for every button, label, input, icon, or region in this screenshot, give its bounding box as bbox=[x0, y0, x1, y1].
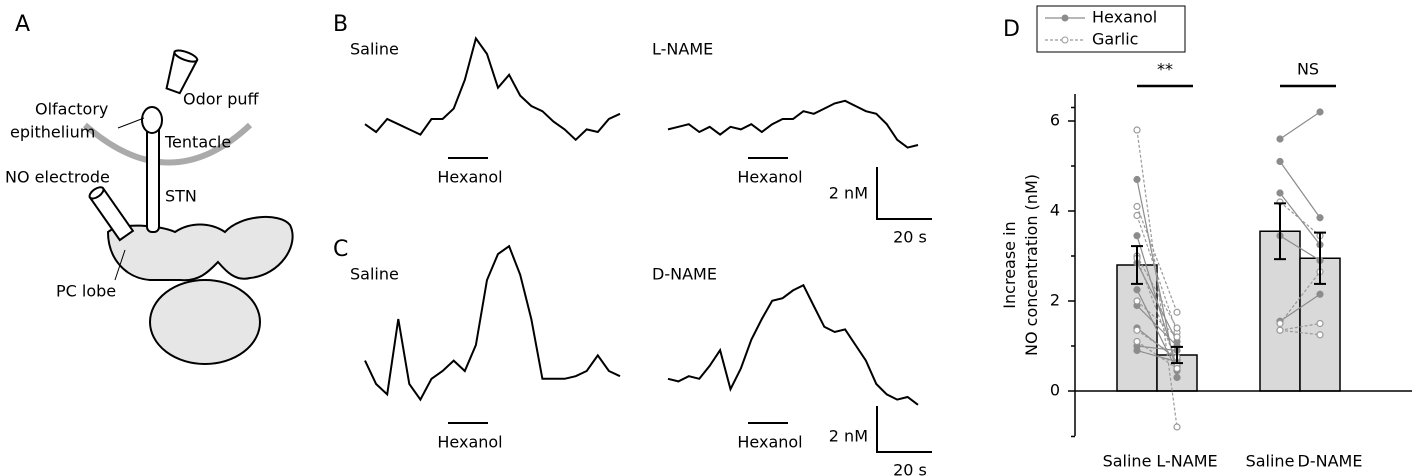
point bbox=[1174, 325, 1180, 331]
label: Odor puff bbox=[183, 90, 260, 109]
label: Olfactory bbox=[35, 100, 108, 119]
point bbox=[1134, 204, 1140, 210]
epithelium bbox=[142, 107, 162, 133]
point bbox=[1174, 375, 1180, 381]
trace bbox=[365, 246, 620, 399]
pair-line bbox=[1280, 112, 1320, 139]
trace bbox=[668, 285, 918, 405]
x-tick-label: Saline bbox=[1246, 452, 1295, 471]
stimulus-label: Hexanol bbox=[437, 433, 502, 452]
y-axis-label-line: Increase in bbox=[1000, 221, 1019, 308]
point bbox=[1134, 298, 1140, 304]
point bbox=[1317, 109, 1323, 115]
point bbox=[1317, 332, 1323, 338]
diagram: A Olfactory epithelium Odor puff Tentacl… bbox=[5, 12, 293, 364]
point bbox=[1174, 366, 1180, 372]
brain bbox=[108, 217, 293, 280]
point bbox=[1174, 334, 1180, 340]
y-tick-label: 6 bbox=[1050, 111, 1060, 130]
legend-label: Garlic bbox=[1092, 30, 1138, 49]
significance-label: NS bbox=[1297, 60, 1319, 79]
figure: A Olfactory epithelium Odor puff Tentacl… bbox=[0, 0, 1424, 476]
point bbox=[1134, 287, 1140, 293]
point bbox=[1277, 327, 1283, 333]
panel-label: A bbox=[15, 12, 30, 37]
y-tick-label: 2 bbox=[1050, 291, 1060, 310]
legend-label: Hexanol bbox=[1092, 8, 1157, 27]
panel-label: D bbox=[1003, 17, 1020, 42]
y-tick-label: 0 bbox=[1050, 381, 1060, 400]
legend-marker bbox=[1062, 15, 1068, 21]
stimulus-label: Hexanol bbox=[737, 168, 802, 187]
point bbox=[1317, 291, 1323, 297]
y-tick-label: 4 bbox=[1050, 201, 1060, 220]
trace bbox=[365, 38, 620, 139]
condition-label: Saline bbox=[350, 40, 399, 59]
condition-label: L-NAME bbox=[652, 40, 713, 59]
pointer bbox=[118, 118, 144, 128]
scale-y-label: 2 nM bbox=[829, 427, 868, 446]
label: STN bbox=[165, 187, 197, 206]
condition-label: D-NAME bbox=[652, 265, 717, 284]
trace bbox=[668, 101, 918, 148]
point bbox=[1277, 321, 1283, 327]
stimulus-label: Hexanol bbox=[737, 433, 802, 452]
lower-lobe bbox=[150, 280, 260, 364]
label: epithelium bbox=[10, 123, 95, 142]
point bbox=[1134, 213, 1140, 219]
point bbox=[1317, 321, 1323, 327]
x-tick-label: Saline bbox=[1103, 452, 1152, 471]
point bbox=[1134, 233, 1140, 239]
point bbox=[1277, 190, 1283, 196]
panel-label: B bbox=[333, 12, 348, 37]
scale-bar bbox=[877, 406, 932, 452]
label: Tentacle bbox=[164, 133, 231, 152]
point bbox=[1174, 309, 1180, 315]
point bbox=[1134, 177, 1140, 183]
panel-label: C bbox=[333, 237, 348, 262]
tentacle-nerve bbox=[147, 120, 159, 232]
point bbox=[1134, 339, 1140, 345]
pair-line bbox=[1280, 162, 1320, 218]
point bbox=[1134, 327, 1140, 333]
label: NO electrode bbox=[5, 168, 110, 187]
y-axis-label-line: NO concentration (nM) bbox=[1022, 174, 1041, 356]
scale-y-label: 2 nM bbox=[829, 184, 868, 203]
point bbox=[1174, 424, 1180, 430]
x-tick-label: D-NAME bbox=[1298, 452, 1363, 471]
x-tick-label: L-NAME bbox=[1156, 452, 1217, 471]
condition-label: Saline bbox=[350, 265, 399, 284]
point bbox=[1277, 136, 1283, 142]
stimulus-label: Hexanol bbox=[437, 168, 502, 187]
significance-label: ** bbox=[1157, 60, 1173, 79]
label: PC lobe bbox=[56, 282, 116, 301]
scale-x-label: 20 s bbox=[893, 461, 927, 476]
point bbox=[1317, 215, 1323, 221]
point bbox=[1277, 159, 1283, 165]
scale-bar bbox=[877, 167, 932, 219]
odor-puff-nozzle bbox=[162, 48, 199, 95]
point bbox=[1134, 127, 1140, 133]
legend-marker bbox=[1062, 37, 1068, 43]
scale-x-label: 20 s bbox=[893, 228, 927, 247]
point bbox=[1134, 348, 1140, 354]
